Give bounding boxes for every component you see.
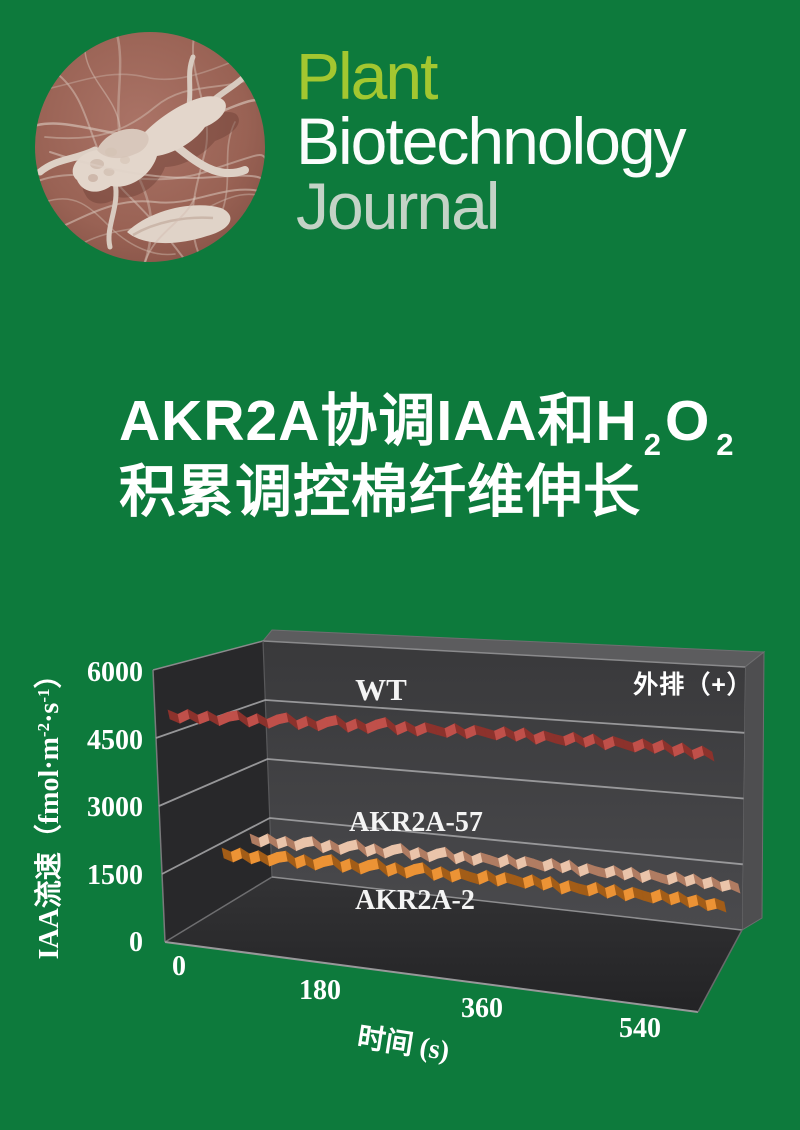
series-label-wt: WT [355,672,407,707]
ribbon-segment-AKR2A-57 [728,879,741,894]
gridline-4500 [155,699,745,739]
cover-title-line2: 积累调控棉纤维伸长 [119,460,641,524]
y-tick-6000: 6000 [87,657,143,688]
gridline-1500 [161,817,743,875]
x-tick-540: 540 [619,1013,661,1044]
floor-front-edge [164,941,699,1013]
x-axis-ticks: 0 180 360 540 [172,951,661,1044]
cover-title: AKR2A协调IAA和H 2O 2 积累调控棉纤维伸长 [119,386,799,528]
gridline-3000 [158,758,744,807]
x-tick-0: 0 [172,951,186,982]
cover-title-line1: AKR2A协调IAA和H 2O 2 [119,386,799,460]
title-line1-o: O [664,389,711,453]
title-subscript-1: 2 [643,427,662,462]
cell-micrograph [35,32,265,262]
y-tick-3000: 3000 [87,792,143,823]
box-back-wall [263,641,745,930]
micrograph-content [35,32,265,262]
x-axis-title: 时间 (s) [355,1021,451,1067]
floor-back-edge [271,876,743,931]
bottom-cell [127,205,231,244]
ribbon-segment-AKR2A-2 [714,897,727,913]
wall-gridlines [155,699,745,875]
y-tick-0: 0 [129,927,143,958]
series-label-akr2a-2: AKR2A-2 [355,885,475,916]
y-tick-4500: 4500 [87,725,143,756]
box-floor [165,877,742,1012]
journal-name-journal: Journal [296,169,500,243]
floor-left-edge [164,876,273,943]
data-ribbons [167,708,741,913]
cell-body [36,54,250,250]
x-tick-360: 360 [461,993,503,1024]
y-tick-1500: 1500 [87,860,143,891]
series-label-akr2a-57: AKR2A-57 [349,807,483,838]
floor-right-edge [697,929,743,1013]
title-line1-text: AKR2A协调IAA和H [119,389,638,453]
y-axis-ticks: 6000 4500 3000 1500 0 [87,657,143,958]
journal-name-plant: Plant [296,39,438,113]
journal-wordmark: Plant Biotechnology Journal [296,39,687,243]
filament-web [35,32,265,262]
journal-name-biotechnology: Biotechnology [296,104,687,178]
y-axis-title: IAA流速（fmol·m-2·s-1） [32,660,65,959]
ribbon-segment-WT [701,745,715,762]
title-subscript-2: 2 [716,427,735,462]
efflux-annotation: 外排（+） [633,670,753,699]
x-tick-180: 180 [299,975,341,1006]
